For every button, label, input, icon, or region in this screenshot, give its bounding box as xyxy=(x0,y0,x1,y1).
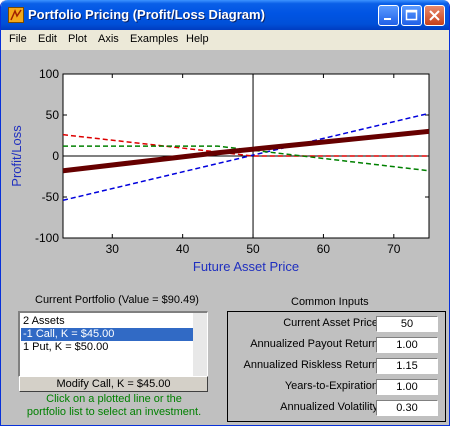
close-icon xyxy=(429,10,440,21)
window-title: Portfolio Pricing (Profit/Loss Diagram) xyxy=(28,7,265,22)
hint-line-1: Click on a plotted line or the xyxy=(46,393,182,405)
y-tick-label: 100 xyxy=(39,67,59,81)
x-axis-label: Future Asset Price xyxy=(193,259,299,274)
current-asset-price-label: Current Asset Price xyxy=(283,317,378,329)
riskless-return-field[interactable]: 1.15 xyxy=(376,358,438,374)
series-line-2[interactable] xyxy=(63,145,429,172)
volatility-field[interactable]: 0.30 xyxy=(376,400,438,416)
y-tick-label: 0 xyxy=(52,149,59,163)
payout-return-field[interactable]: 1.00 xyxy=(376,337,438,353)
matlab-icon xyxy=(8,7,24,23)
x-tick-label: 70 xyxy=(387,242,401,256)
menu-axis[interactable]: Axis xyxy=(98,33,119,45)
menu-bar: File Edit Plot Axis Examples Help xyxy=(1,30,449,49)
menu-plot[interactable]: Plot xyxy=(68,33,87,45)
series-line-0[interactable] xyxy=(63,112,429,202)
maximize-button[interactable] xyxy=(401,5,422,26)
years-to-expiration-label: Years-to-Expiration xyxy=(284,380,378,392)
y-axis-label: Profit/Loss xyxy=(9,125,24,187)
y-tick-label: -50 xyxy=(42,190,60,204)
x-tick-label: 60 xyxy=(317,242,331,256)
menu-examples[interactable]: Examples xyxy=(130,33,179,45)
series-line-1[interactable] xyxy=(63,133,429,157)
common-inputs-panel: Current Asset Price 50 Annualized Payout… xyxy=(227,311,446,422)
maximize-icon xyxy=(405,9,418,21)
payout-return-label: Annualized Payout Return xyxy=(250,338,378,350)
minimize-button[interactable] xyxy=(378,5,399,26)
portfolio-item-assets[interactable]: 2 Assets xyxy=(23,315,65,327)
figure-area: 30 40 50 60 70 -100 -50 0 50 100 Future Asset Pric… xyxy=(1,50,449,425)
y-tick-label: -100 xyxy=(35,231,59,245)
years-to-expiration-field[interactable]: 1.00 xyxy=(376,379,438,395)
close-button[interactable] xyxy=(424,5,445,26)
title-bar[interactable]: Portfolio Pricing (Profit/Loss Diagram) xyxy=(1,0,449,30)
menu-edit[interactable]: Edit xyxy=(38,33,57,45)
portfolio-header: Current Portfolio (Value = $90.49) xyxy=(35,294,199,306)
inputs-header: Common Inputs xyxy=(291,296,369,308)
minimize-icon xyxy=(384,18,391,20)
menu-help[interactable]: Help xyxy=(186,33,209,45)
x-tick-label: 50 xyxy=(246,242,260,256)
current-asset-price-field[interactable]: 50 xyxy=(376,316,438,332)
portfolio-item-call[interactable]: -1 Call, K = $45.00 xyxy=(21,328,196,341)
hint-line-2: portfolio list to select an investment. xyxy=(26,406,202,418)
portfolio-list[interactable]: 2 Assets -1 Call, K = $45.00 1 Put, K = … xyxy=(18,311,208,377)
modify-button[interactable]: Modify Call, K = $45.00 xyxy=(19,376,208,392)
list-scrollbar[interactable] xyxy=(193,313,207,376)
x-tick-label: 40 xyxy=(176,242,190,256)
volatility-label: Annualized Volatility xyxy=(280,401,378,413)
series-line-3[interactable] xyxy=(63,128,429,174)
menu-file[interactable]: File xyxy=(9,33,27,45)
portfolio-item-put[interactable]: 1 Put, K = $50.00 xyxy=(23,341,109,353)
x-tick-label: 30 xyxy=(106,242,120,256)
riskless-return-label: Annualized Riskless Return xyxy=(243,359,378,371)
profit-loss-chart[interactable]: 30 40 50 60 70 -100 -50 0 50 100 Future Asset Pric… xyxy=(1,50,449,300)
y-tick-label: 50 xyxy=(46,108,60,122)
